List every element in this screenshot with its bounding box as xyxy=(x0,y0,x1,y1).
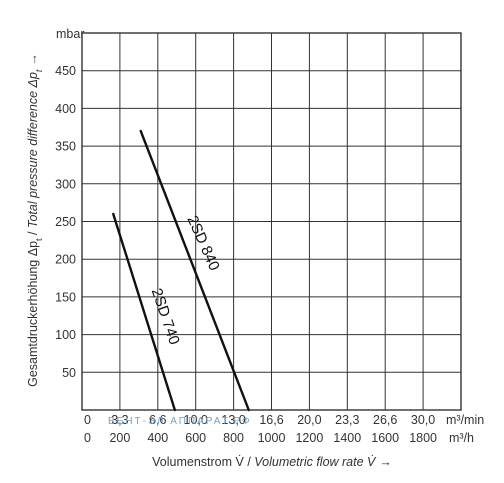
y-tick-label: 50 xyxy=(62,366,76,380)
x-tick-label-m3min: 10,0 xyxy=(184,413,208,427)
grid xyxy=(81,32,462,411)
y-tick-label: 200 xyxy=(55,253,76,267)
x-tick-label-m3min: 20,0 xyxy=(297,413,321,427)
watermark: ВЕНТ-ЭЛ АППАРАТ.РФ xyxy=(108,416,252,427)
series-label: 2SD 840 xyxy=(183,213,222,273)
y-tick-label: 300 xyxy=(55,177,76,191)
x-tick-label-m3min: 26,6 xyxy=(373,413,397,427)
y-tick-label: 250 xyxy=(55,215,76,229)
x-axis-title-de: Volumenstrom V̇ xyxy=(152,455,244,469)
x-tick-label-m3h: 1000 xyxy=(258,431,286,445)
x-tick-label-m3h: 1800 xyxy=(409,431,437,445)
y-tick-label: 150 xyxy=(55,290,76,304)
y-tick-label: 100 xyxy=(55,328,76,342)
x-tick-label-m3min: 13,0 xyxy=(221,413,245,427)
x-axis-title: Volumenstrom V̇ / Volumetric flow rate V… xyxy=(152,455,392,469)
x-tick-label-m3h: 200 xyxy=(109,431,130,445)
x-tick-label-m3h: 800 xyxy=(223,431,244,445)
series-line xyxy=(139,129,250,412)
y-unit-label: mbar xyxy=(56,27,84,41)
x-axis-title-arrow: → xyxy=(379,455,392,469)
x-tick-label-m3min: 6,6 xyxy=(149,413,166,427)
x-unit-m3min-label: m³/min xyxy=(446,413,484,427)
x-tick-label-m3min: 3,3 xyxy=(111,413,128,427)
y-axis-title-arrow: → xyxy=(26,53,40,66)
y-axis-title-sub-en: t xyxy=(34,69,44,72)
x-axis-title-sep: / xyxy=(244,455,254,469)
tick-labels: 50 100 150 200 250 300 350 400 450 0 0 3,3 200 6,6 400… xyxy=(55,64,437,445)
x-unit-m3h-label: m³/h xyxy=(449,431,474,445)
x-tick-label-m3h: 1200 xyxy=(295,431,323,445)
x-tick-label-m3h: 600 xyxy=(185,431,206,445)
series-line xyxy=(112,212,177,412)
x-tick-label-m3h: 1600 xyxy=(371,431,399,445)
y-tick-label: 350 xyxy=(55,140,76,154)
y-axis-title-sub-de: t xyxy=(34,238,44,241)
x-tick-label-m3h: 1400 xyxy=(333,431,361,445)
x-tick-label-m3h: 0 xyxy=(84,431,91,445)
x-axis-title-en: Volumetric flow rate V̇ xyxy=(254,455,377,469)
y-axis-title-de: Gesamtdruckerhöhung Δp xyxy=(26,241,40,387)
x-tick-label-m3min: 23,3 xyxy=(335,413,359,427)
y-tick-label: 450 xyxy=(55,64,76,78)
x-tick-label-m3h: 400 xyxy=(147,431,168,445)
x-tick-label-m3min: 0 xyxy=(84,413,91,427)
y-axis-title: Gesamtdruckerhöhung Δpt / Total pressure… xyxy=(26,53,44,387)
y-axis-title-sep: / xyxy=(26,228,40,238)
y-tick-label: 400 xyxy=(55,102,76,116)
y-axis-title-en: Total pressure difference Δp xyxy=(26,72,40,228)
x-tick-label-m3min: 30,0 xyxy=(411,413,435,427)
x-tick-label-m3min: 16,6 xyxy=(259,413,283,427)
